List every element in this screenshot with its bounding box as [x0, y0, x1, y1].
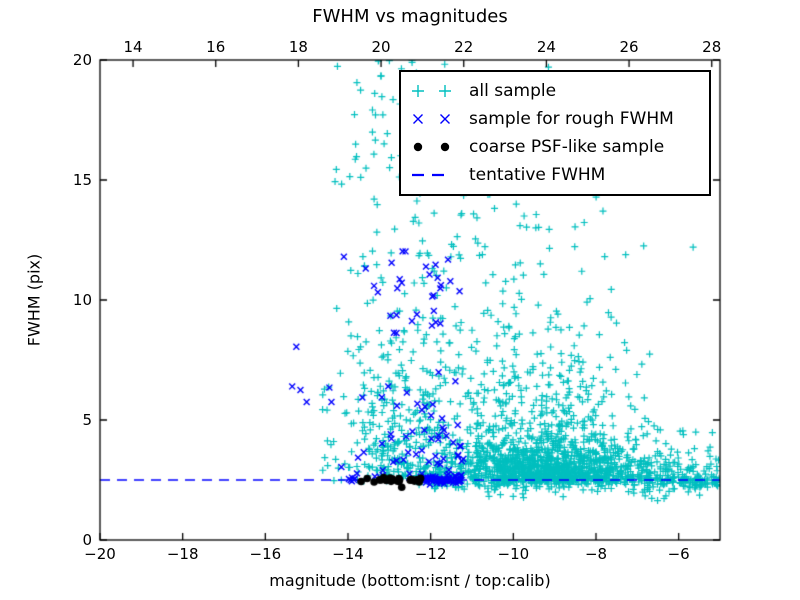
legend-entry-psf-sample: coarse PSF-like sample: [409, 133, 701, 161]
xtick-bottom-label: −20: [84, 545, 116, 563]
xtick-top-label: 22: [454, 38, 474, 56]
legend-entry-tentative-fwhm: tentative FWHM: [409, 161, 701, 189]
x-axis-label: magnitude (bottom:isnt / top:calib): [269, 571, 551, 590]
ytick-left-label: 20: [72, 51, 92, 69]
xtick-top-label: 16: [206, 38, 226, 56]
xtick-top-label: 24: [536, 38, 556, 56]
xtick-bottom-label: −14: [332, 545, 364, 563]
plus-marker-icon: [412, 85, 451, 97]
ytick-left-label: 10: [72, 291, 92, 309]
xtick-bottom-label: −16: [249, 545, 282, 563]
legend-label: coarse PSF-like sample: [469, 137, 665, 157]
xtick-bottom-label: −8: [584, 545, 608, 563]
xtick-top-label: 14: [123, 38, 143, 56]
ytick-left-label: 15: [72, 171, 92, 189]
legend-entry-all-sample: all sample: [409, 77, 701, 105]
legend: all sample sample for rough FWHM coarse …: [399, 70, 711, 196]
legend-label: all sample: [469, 81, 557, 101]
dashed-line-icon: [412, 173, 444, 177]
xtick-top-label: 26: [619, 38, 639, 56]
ytick-left-label: 5: [82, 411, 92, 429]
xtick-bottom-label: −12: [414, 545, 447, 563]
ytick-left-label: 0: [82, 531, 92, 549]
xtick-bottom-label: −18: [166, 545, 199, 563]
xtick-bottom-label: −10: [497, 545, 530, 563]
xtick-top-label: 28: [702, 38, 722, 56]
legend-label: sample for rough FWHM: [469, 109, 674, 129]
x-marker-icon: [413, 114, 450, 124]
xtick-bottom-label: −6: [667, 545, 690, 563]
xtick-top-label: 18: [288, 38, 308, 56]
xtick-top-label: 20: [371, 38, 391, 56]
dot-marker-icon: [413, 142, 450, 152]
legend-entry-rough-fwhm: sample for rough FWHM: [409, 105, 701, 133]
chart-title: FWHM vs magnitudes: [312, 6, 508, 27]
legend-label: tentative FWHM: [469, 165, 606, 185]
